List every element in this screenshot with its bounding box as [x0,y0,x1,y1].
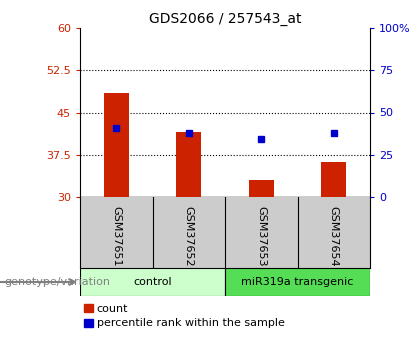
Text: miR319a transgenic: miR319a transgenic [241,277,354,287]
Text: control: control [133,277,172,287]
Bar [104,93,129,197]
Text: GSM37654: GSM37654 [329,206,339,266]
Text: count: count [97,304,128,314]
Text: GSM37652: GSM37652 [184,206,194,266]
Text: GSM37651: GSM37651 [111,206,121,266]
Bar [249,180,274,197]
Bar [225,268,370,296]
Text: GSM37653: GSM37653 [256,206,266,266]
Bar [176,132,202,197]
Bar [321,162,346,197]
Text: percentile rank within the sample: percentile rank within the sample [97,318,285,328]
Text: genotype/variation: genotype/variation [4,277,110,287]
Bar [80,268,225,296]
Title: GDS2066 / 257543_at: GDS2066 / 257543_at [149,12,301,26]
